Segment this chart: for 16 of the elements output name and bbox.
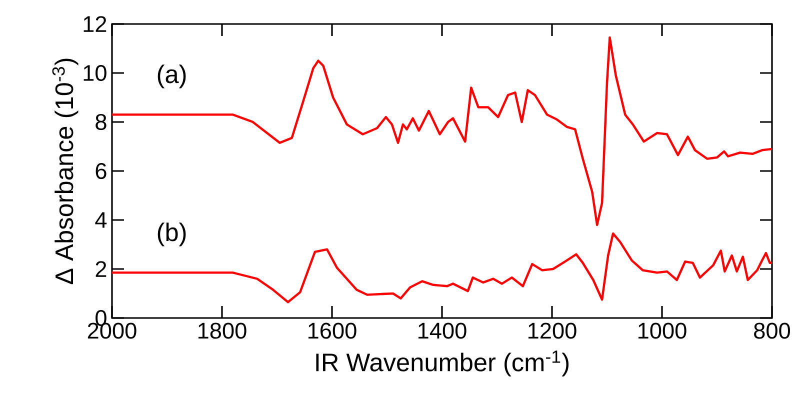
x-tick-label: 1600 xyxy=(308,322,356,339)
y-tick-label: 2 xyxy=(96,261,106,277)
series-label: (a) xyxy=(158,64,186,88)
y-tick-label: 12 xyxy=(84,16,106,32)
y-tick-label: 8 xyxy=(96,114,106,130)
x-axis-title: IR Wavenumber (cm$^{-1}$) xyxy=(316,350,569,376)
y-tick-label: 10 xyxy=(84,64,106,82)
series-label: (b) xyxy=(158,222,186,246)
x-tick-label: 1200 xyxy=(528,322,576,339)
x-tick-label: 1400 xyxy=(418,322,466,339)
y-axis-title: Δ Absorbance (10$^{-3}$) xyxy=(52,58,78,284)
x-tick-label: 1800 xyxy=(198,322,246,339)
x-tick-label: 1000 xyxy=(638,322,686,339)
y-tick-label: 4 xyxy=(95,212,107,228)
y-tick-label: 6 xyxy=(96,162,106,180)
x-tick-label: 800 xyxy=(754,322,790,339)
